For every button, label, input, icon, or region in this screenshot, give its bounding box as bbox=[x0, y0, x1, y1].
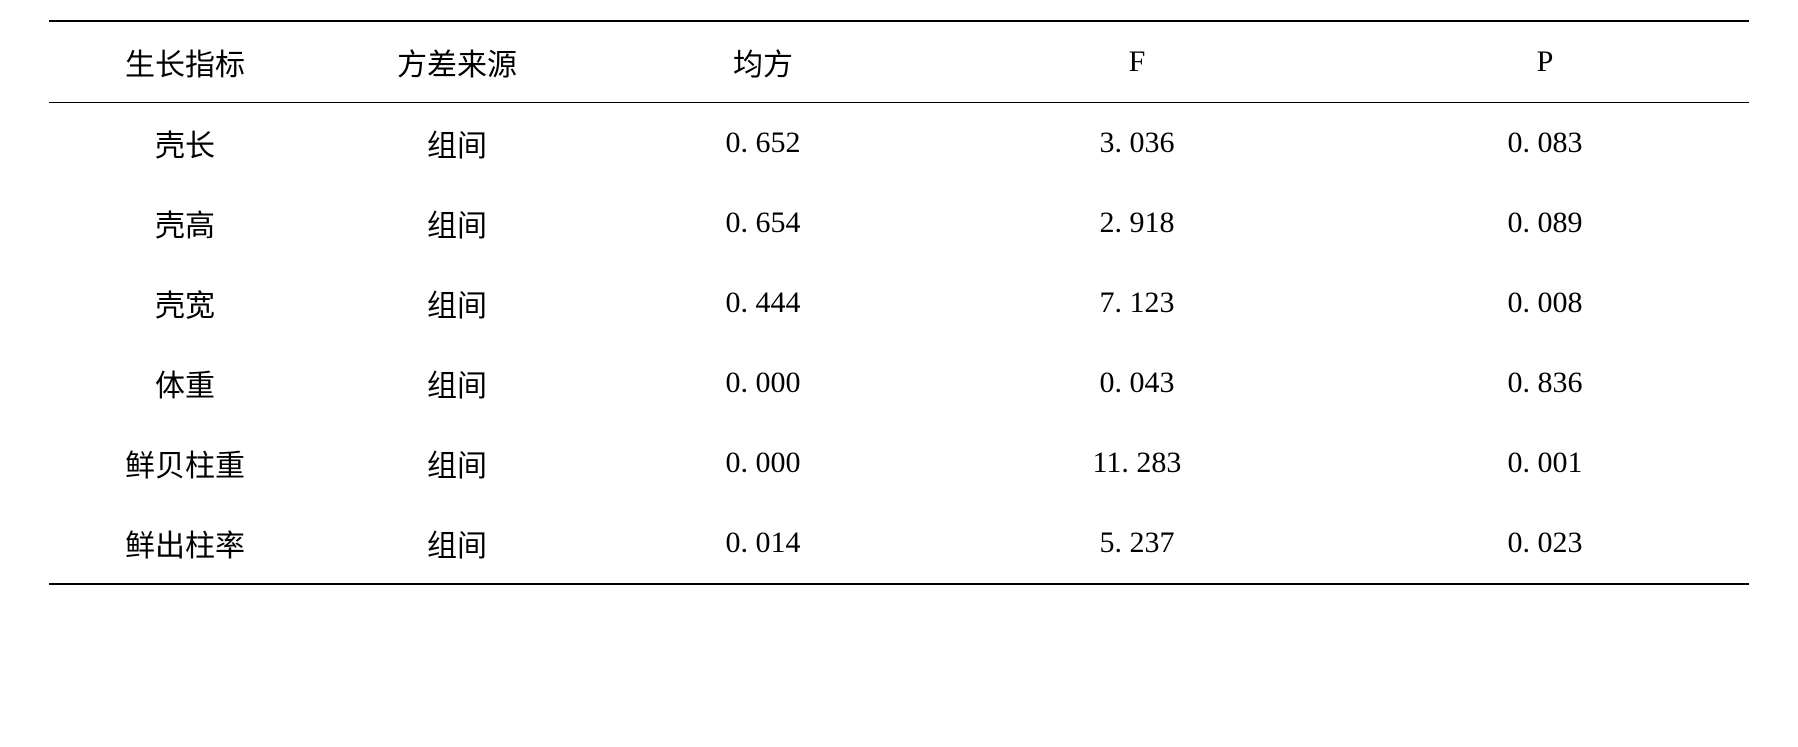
cell-f: 3. 036 bbox=[933, 103, 1341, 184]
cell-source: 组间 bbox=[321, 423, 593, 503]
cell-source: 组间 bbox=[321, 503, 593, 584]
table-row: 壳高 组间 0. 654 2. 918 0. 089 bbox=[49, 183, 1749, 263]
header-p-value: P bbox=[1341, 21, 1749, 103]
header-indicator: 生长指标 bbox=[49, 21, 321, 103]
cell-ms: 0. 444 bbox=[593, 263, 933, 343]
cell-p: 0. 001 bbox=[1341, 423, 1749, 503]
cell-f: 0. 043 bbox=[933, 343, 1341, 423]
table-row: 壳宽 组间 0. 444 7. 123 0. 008 bbox=[49, 263, 1749, 343]
cell-source: 组间 bbox=[321, 343, 593, 423]
cell-ms: 0. 000 bbox=[593, 343, 933, 423]
cell-p: 0. 008 bbox=[1341, 263, 1749, 343]
header-f-value: F bbox=[933, 21, 1341, 103]
table-row: 体重 组间 0. 000 0. 043 0. 836 bbox=[49, 343, 1749, 423]
cell-source: 组间 bbox=[321, 183, 593, 263]
cell-f: 7. 123 bbox=[933, 263, 1341, 343]
cell-indicator: 鲜出柱率 bbox=[49, 503, 321, 584]
cell-indicator: 鲜贝柱重 bbox=[49, 423, 321, 503]
cell-ms: 0. 652 bbox=[593, 103, 933, 184]
cell-source: 组间 bbox=[321, 103, 593, 184]
cell-ms: 0. 000 bbox=[593, 423, 933, 503]
table-header-row: 生长指标 方差来源 均方 F P bbox=[49, 21, 1749, 103]
cell-p: 0. 023 bbox=[1341, 503, 1749, 584]
table-row: 壳长 组间 0. 652 3. 036 0. 083 bbox=[49, 103, 1749, 184]
header-mean-square: 均方 bbox=[593, 21, 933, 103]
cell-indicator: 壳长 bbox=[49, 103, 321, 184]
table-row: 鲜贝柱重 组间 0. 000 11. 283 0. 001 bbox=[49, 423, 1749, 503]
cell-indicator: 壳宽 bbox=[49, 263, 321, 343]
cell-f: 2. 918 bbox=[933, 183, 1341, 263]
cell-ms: 0. 654 bbox=[593, 183, 933, 263]
cell-indicator: 壳高 bbox=[49, 183, 321, 263]
cell-f: 5. 237 bbox=[933, 503, 1341, 584]
header-source: 方差来源 bbox=[321, 21, 593, 103]
cell-ms: 0. 014 bbox=[593, 503, 933, 584]
table-row: 鲜出柱率 组间 0. 014 5. 237 0. 023 bbox=[49, 503, 1749, 584]
cell-source: 组间 bbox=[321, 263, 593, 343]
anova-table-container: 生长指标 方差来源 均方 F P 壳长 组间 0. 652 3. 036 0. … bbox=[49, 20, 1749, 585]
cell-p: 0. 083 bbox=[1341, 103, 1749, 184]
cell-p: 0. 836 bbox=[1341, 343, 1749, 423]
cell-indicator: 体重 bbox=[49, 343, 321, 423]
cell-p: 0. 089 bbox=[1341, 183, 1749, 263]
anova-table: 生长指标 方差来源 均方 F P 壳长 组间 0. 652 3. 036 0. … bbox=[49, 20, 1749, 585]
cell-f: 11. 283 bbox=[933, 423, 1341, 503]
